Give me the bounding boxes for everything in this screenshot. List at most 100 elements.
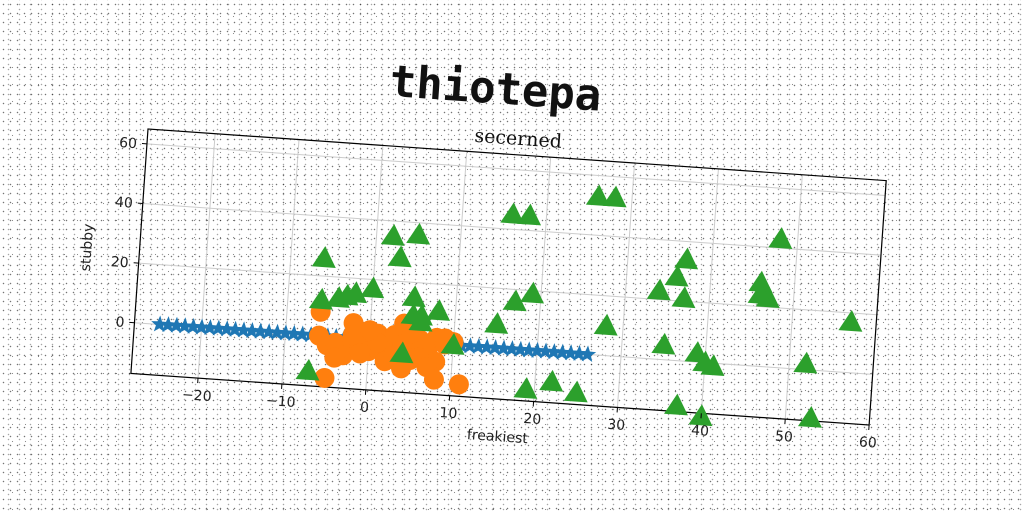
data-point-triangle <box>651 332 676 355</box>
data-point-triangle <box>311 246 336 268</box>
x-axis-label: freakiest <box>466 427 528 447</box>
y-tick-label: 40 <box>114 195 133 212</box>
data-point-star <box>545 343 563 360</box>
data-point-star <box>520 341 538 358</box>
data-point-triangle <box>440 333 465 355</box>
data-point-star <box>176 317 194 334</box>
data-point-triangle <box>380 224 405 246</box>
data-point-circle <box>423 369 444 390</box>
x-gridline <box>281 139 300 384</box>
x-gridline <box>700 168 719 414</box>
data-point-star <box>243 321 261 339</box>
data-point-triangle <box>539 369 564 392</box>
data-point-triangle <box>793 351 818 374</box>
data-point-triangle <box>593 313 618 336</box>
data-point-triangle <box>517 203 542 226</box>
data-point-star <box>235 321 253 338</box>
data-point-triangle <box>674 247 699 270</box>
data-point-triangle <box>602 185 627 208</box>
data-point-star <box>193 318 211 336</box>
x-tick-label: 40 <box>691 423 710 440</box>
data-point-triangle <box>408 309 433 332</box>
data-point-star <box>562 344 580 361</box>
data-point-triangle <box>406 222 431 245</box>
data-point-circle <box>359 320 380 341</box>
data-point-triangle <box>500 202 525 225</box>
grid <box>134 133 887 426</box>
data-point-triangle <box>295 358 320 381</box>
data-point-triangle <box>663 393 688 416</box>
data-point-circle <box>324 347 345 368</box>
data-point-star <box>285 324 303 342</box>
data-point-triangle <box>360 276 385 299</box>
data-point-triangle <box>768 227 793 249</box>
data-point-triangle <box>585 184 610 207</box>
x-gridline <box>784 174 803 420</box>
y-gridline <box>142 203 882 256</box>
data-point-triangle <box>484 312 509 334</box>
data-point-triangle <box>646 278 671 301</box>
y-tick-label: 0 <box>115 314 125 331</box>
data-point-star <box>218 320 236 337</box>
data-point-triangle <box>797 405 822 428</box>
data-point-triangle <box>520 281 545 304</box>
data-point-star <box>470 337 488 355</box>
triangle-series <box>295 184 863 428</box>
data-point-star <box>277 324 295 341</box>
data-point-star <box>503 340 521 357</box>
data-point-star <box>537 342 555 360</box>
data-point-star <box>201 319 219 336</box>
data-point-circle <box>448 374 469 395</box>
y-tick-label: 20 <box>110 254 129 271</box>
data-point-triangle <box>325 286 350 308</box>
data-point-star <box>268 323 286 341</box>
data-point-star <box>570 344 588 362</box>
x-tick-label: 0 <box>360 399 370 416</box>
data-point-triangle <box>700 354 725 377</box>
x-tick-label: 30 <box>607 417 626 434</box>
data-point-star <box>226 320 244 338</box>
y-axis-label: stubby <box>78 223 97 272</box>
x-tick-label: −10 <box>265 393 296 411</box>
x-tick-label: 60 <box>858 434 877 451</box>
data-point-star <box>151 315 169 333</box>
data-point-triangle <box>426 299 451 321</box>
x-gridline <box>449 151 468 396</box>
x-gridline <box>616 162 636 408</box>
axes-frame <box>130 128 887 426</box>
data-point-triangle <box>387 245 412 268</box>
data-point-circle <box>349 343 370 364</box>
y-tick-label: 60 <box>119 135 138 152</box>
data-point-triangle <box>664 264 689 287</box>
data-point-triangle <box>747 282 772 305</box>
data-point-star <box>168 316 186 334</box>
x-tick-label: 10 <box>439 405 458 422</box>
y-gridline <box>146 143 886 197</box>
data-point-circle <box>314 367 335 388</box>
x-tick-label: −20 <box>181 387 212 405</box>
data-point-star <box>579 345 597 363</box>
data-point-triangle <box>671 286 696 309</box>
data-point-triangle <box>308 287 333 310</box>
data-point-star <box>478 338 496 356</box>
data-point-star <box>209 319 228 337</box>
y-gridline <box>138 262 877 316</box>
data-point-star <box>495 339 513 357</box>
data-point-star <box>486 338 504 356</box>
data-point-star <box>159 316 177 333</box>
data-point-star <box>528 341 546 359</box>
data-point-triangle <box>389 341 414 364</box>
data-point-star <box>511 340 530 358</box>
data-point-triangle <box>502 289 527 312</box>
data-point-triangle <box>688 404 713 427</box>
x-gridline <box>197 133 216 379</box>
data-point-star <box>260 323 278 340</box>
data-point-star <box>553 343 572 361</box>
data-point-circle <box>342 325 363 346</box>
data-point-star <box>251 322 270 340</box>
data-point-triangle <box>513 377 538 399</box>
data-point-star <box>184 317 202 335</box>
data-point-triangle <box>401 285 426 308</box>
data-point-star <box>293 325 311 343</box>
